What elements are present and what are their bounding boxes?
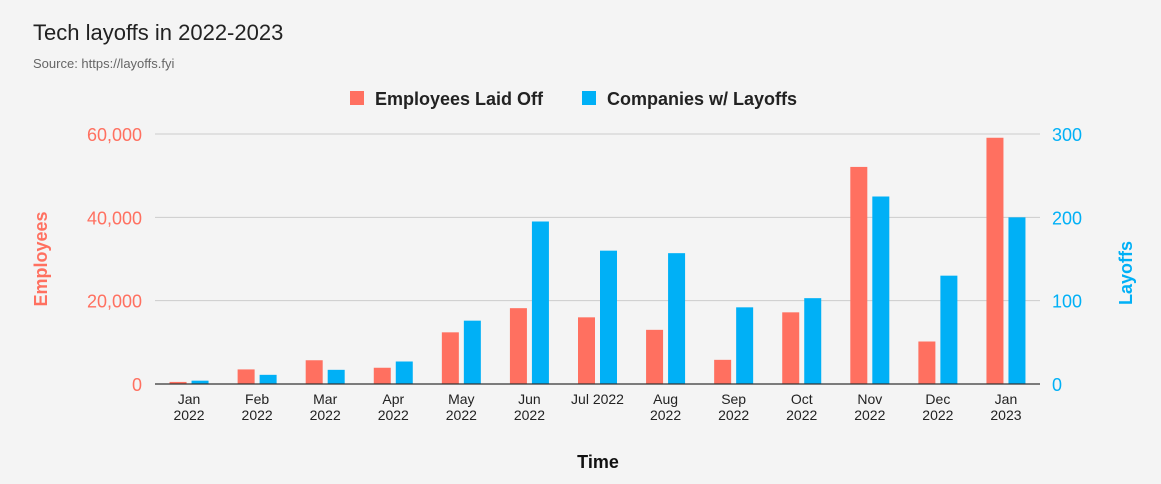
y-tick-label-left: 40,000 [87, 208, 142, 228]
bar-employees [509, 308, 527, 384]
x-tick-label: 2023 [990, 407, 1021, 423]
x-tick-label: Aug [653, 391, 678, 407]
x-tick-label: Sep [721, 391, 746, 407]
bar-employees [782, 312, 800, 384]
bar-employees [578, 317, 595, 384]
bar-companies [259, 374, 277, 384]
bar-employees [646, 329, 664, 384]
x-tick-label: Jan [178, 391, 201, 407]
bar-companies [463, 320, 481, 384]
y-tick-label-right: 200 [1052, 208, 1082, 228]
x-tick-label: 2022 [854, 407, 885, 423]
y-tick-label-right: 100 [1052, 292, 1082, 312]
bar-employees [918, 341, 936, 384]
x-tick-label: 2022 [786, 407, 817, 423]
y-tick-label-right: 0 [1052, 375, 1062, 395]
bar-companies [940, 275, 958, 384]
legend-swatch-employees [350, 91, 364, 105]
legend: Employees Laid Off Companies w/ Layoffs [350, 89, 797, 109]
x-tick-label: 2022 [514, 407, 545, 423]
bars [169, 137, 1026, 384]
y-axis-title-right: Layoffs [1116, 241, 1136, 305]
x-tick-label: Nov [857, 391, 882, 407]
bar-employees [441, 332, 459, 384]
x-tick-label: May [448, 391, 474, 407]
y-tick-label-left: 60,000 [87, 125, 142, 145]
bar-companies [804, 298, 822, 384]
x-tick-label: Apr [382, 391, 404, 407]
legend-swatch-companies [582, 91, 596, 105]
bar-companies [668, 253, 686, 384]
x-tick-label: 2022 [922, 407, 953, 423]
x-tick-label: Jan [995, 391, 1018, 407]
bar-employees [714, 359, 732, 384]
x-tick-label: 2022 [446, 407, 477, 423]
x-tick-label: Feb [245, 391, 269, 407]
y-axis-title-left: Employees [31, 211, 51, 306]
x-axis-title: Time [577, 452, 619, 472]
bar-companies [736, 307, 754, 384]
x-tick-label: 2022 [310, 407, 341, 423]
x-tick-label: Dec [925, 391, 950, 407]
x-tick-label: 2022 [650, 407, 681, 423]
x-tick-label: Oct [791, 391, 813, 407]
bar-employees [169, 381, 187, 384]
bar-companies [531, 221, 549, 384]
chart-title: Tech layoffs in 2022-2023 [33, 20, 284, 45]
x-tick-label: 2022 [242, 407, 273, 423]
y-tick-label-left: 0 [132, 375, 142, 395]
bar-companies [1008, 217, 1026, 384]
y-tick-label-left: 20,000 [87, 292, 142, 312]
x-tick-label: 2022 [718, 407, 749, 423]
y-tick-label-right: 300 [1052, 125, 1082, 145]
bar-employees [237, 369, 255, 384]
bar-companies [600, 250, 617, 384]
legend-label-employees: Employees Laid Off [375, 89, 544, 109]
bar-employees [986, 137, 1004, 384]
x-tick-label: 2022 [173, 407, 204, 423]
legend-label-companies: Companies w/ Layoffs [607, 89, 797, 109]
bar-employees [373, 367, 391, 384]
x-tick-label: Mar [313, 391, 337, 407]
gridlines [155, 133, 1040, 302]
chart-subtitle: Source: https://layoffs.fyi [33, 56, 175, 71]
bar-companies [327, 369, 345, 384]
x-tick-label: Jun [518, 391, 541, 407]
x-tick-label: 2022 [378, 407, 409, 423]
x-tick-label: Jul 2022 [571, 391, 624, 407]
bar-employees [305, 360, 323, 384]
bar-companies [872, 196, 890, 384]
bar-companies [395, 361, 413, 384]
bar-employees [850, 166, 868, 384]
bar-companies [191, 380, 209, 384]
